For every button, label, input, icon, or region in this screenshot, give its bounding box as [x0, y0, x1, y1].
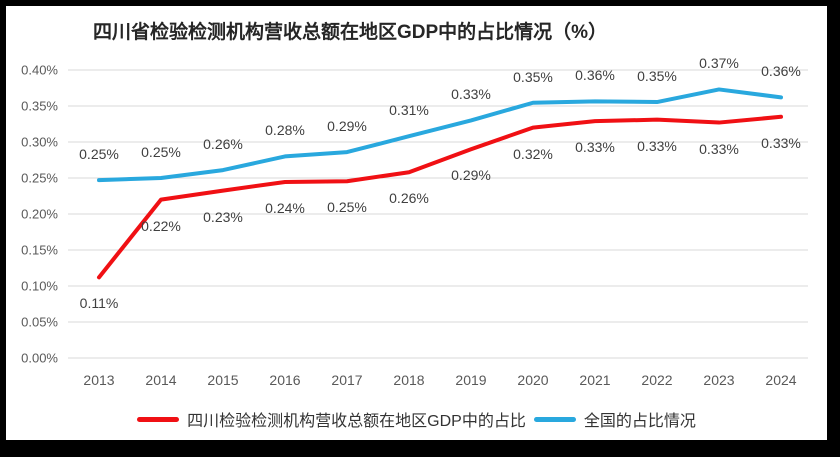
- data-label: 0.25%: [79, 146, 119, 163]
- data-label: 0.22%: [141, 217, 181, 234]
- data-label: 0.25%: [327, 199, 367, 216]
- data-label: 0.36%: [575, 67, 615, 84]
- x-tick-label: 2015: [207, 372, 239, 388]
- data-label: 0.23%: [203, 208, 243, 225]
- data-label: 0.29%: [327, 118, 367, 135]
- plot-area: [68, 69, 808, 359]
- data-label: 0.28%: [265, 122, 305, 139]
- data-label: 0.33%: [575, 139, 615, 156]
- y-tick-label: 0.35%: [21, 98, 58, 114]
- y-tick-label: 0.40%: [21, 62, 58, 78]
- data-label: 0.35%: [513, 68, 553, 85]
- legend-label-national: 全国的占比情况: [583, 413, 696, 430]
- chart-legend: 四川检验检测机构营收总额在地区GDP中的占比 全国的占比情况: [6, 409, 827, 430]
- data-label: 0.26%: [203, 136, 243, 153]
- data-label: 0.24%: [265, 199, 305, 216]
- x-tick-label: 2014: [145, 372, 177, 388]
- series-line-national: [97, 87, 783, 183]
- y-tick-label: 0.05%: [21, 314, 58, 330]
- chart-title: 四川省检验检测机构营收总额在地区GDP中的占比情况（%）: [93, 22, 608, 43]
- legend-label-sichuan: 四川检验检测机构营收总额在地区GDP中的占比: [187, 413, 526, 430]
- x-tick-label: 2016: [269, 372, 301, 388]
- data-label: 0.11%: [79, 295, 119, 312]
- legend-line-swatch-national: [533, 416, 576, 422]
- x-tick-label: 2023: [703, 372, 735, 388]
- x-tick-label: 2024: [765, 372, 797, 388]
- data-label: 0.33%: [451, 86, 491, 103]
- x-tick-label: 2021: [579, 372, 611, 388]
- y-tick-label: 0.25%: [21, 170, 58, 186]
- y-tick-label: 0.00%: [21, 350, 58, 366]
- x-tick-label: 2018: [393, 372, 425, 388]
- y-tick-label: 0.30%: [21, 134, 58, 150]
- data-label: 0.25%: [141, 144, 181, 160]
- data-label: 0.37%: [699, 55, 739, 72]
- x-tick-label: 2019: [455, 372, 487, 388]
- y-tick-label: 0.15%: [21, 242, 58, 258]
- x-tick-label: 2022: [641, 372, 673, 388]
- data-label: 0.33%: [637, 137, 677, 154]
- data-label: 0.29%: [451, 167, 491, 184]
- x-tick-label: 2013: [83, 372, 115, 388]
- data-label: 0.26%: [389, 190, 429, 207]
- data-label: 0.36%: [761, 63, 801, 80]
- y-tick-label: 0.20%: [21, 206, 58, 222]
- y-tick-label: 0.10%: [21, 278, 58, 294]
- data-label: 0.31%: [389, 102, 429, 119]
- data-label: 0.33%: [699, 140, 739, 157]
- data-label: 0.33%: [761, 134, 801, 151]
- chart-canvas: 四川省检验检测机构营收总额在地区GDP中的占比情况（%） 0.40% 0.35% 0…: [6, 6, 827, 440]
- data-label: 0.32%: [513, 145, 553, 162]
- legend-line-swatch-sichuan: [137, 416, 180, 422]
- series-line-sichuan: [97, 114, 783, 280]
- data-label: 0.35%: [637, 68, 677, 85]
- x-tick-label: 2020: [517, 372, 549, 388]
- x-tick-label: 2017: [331, 372, 363, 388]
